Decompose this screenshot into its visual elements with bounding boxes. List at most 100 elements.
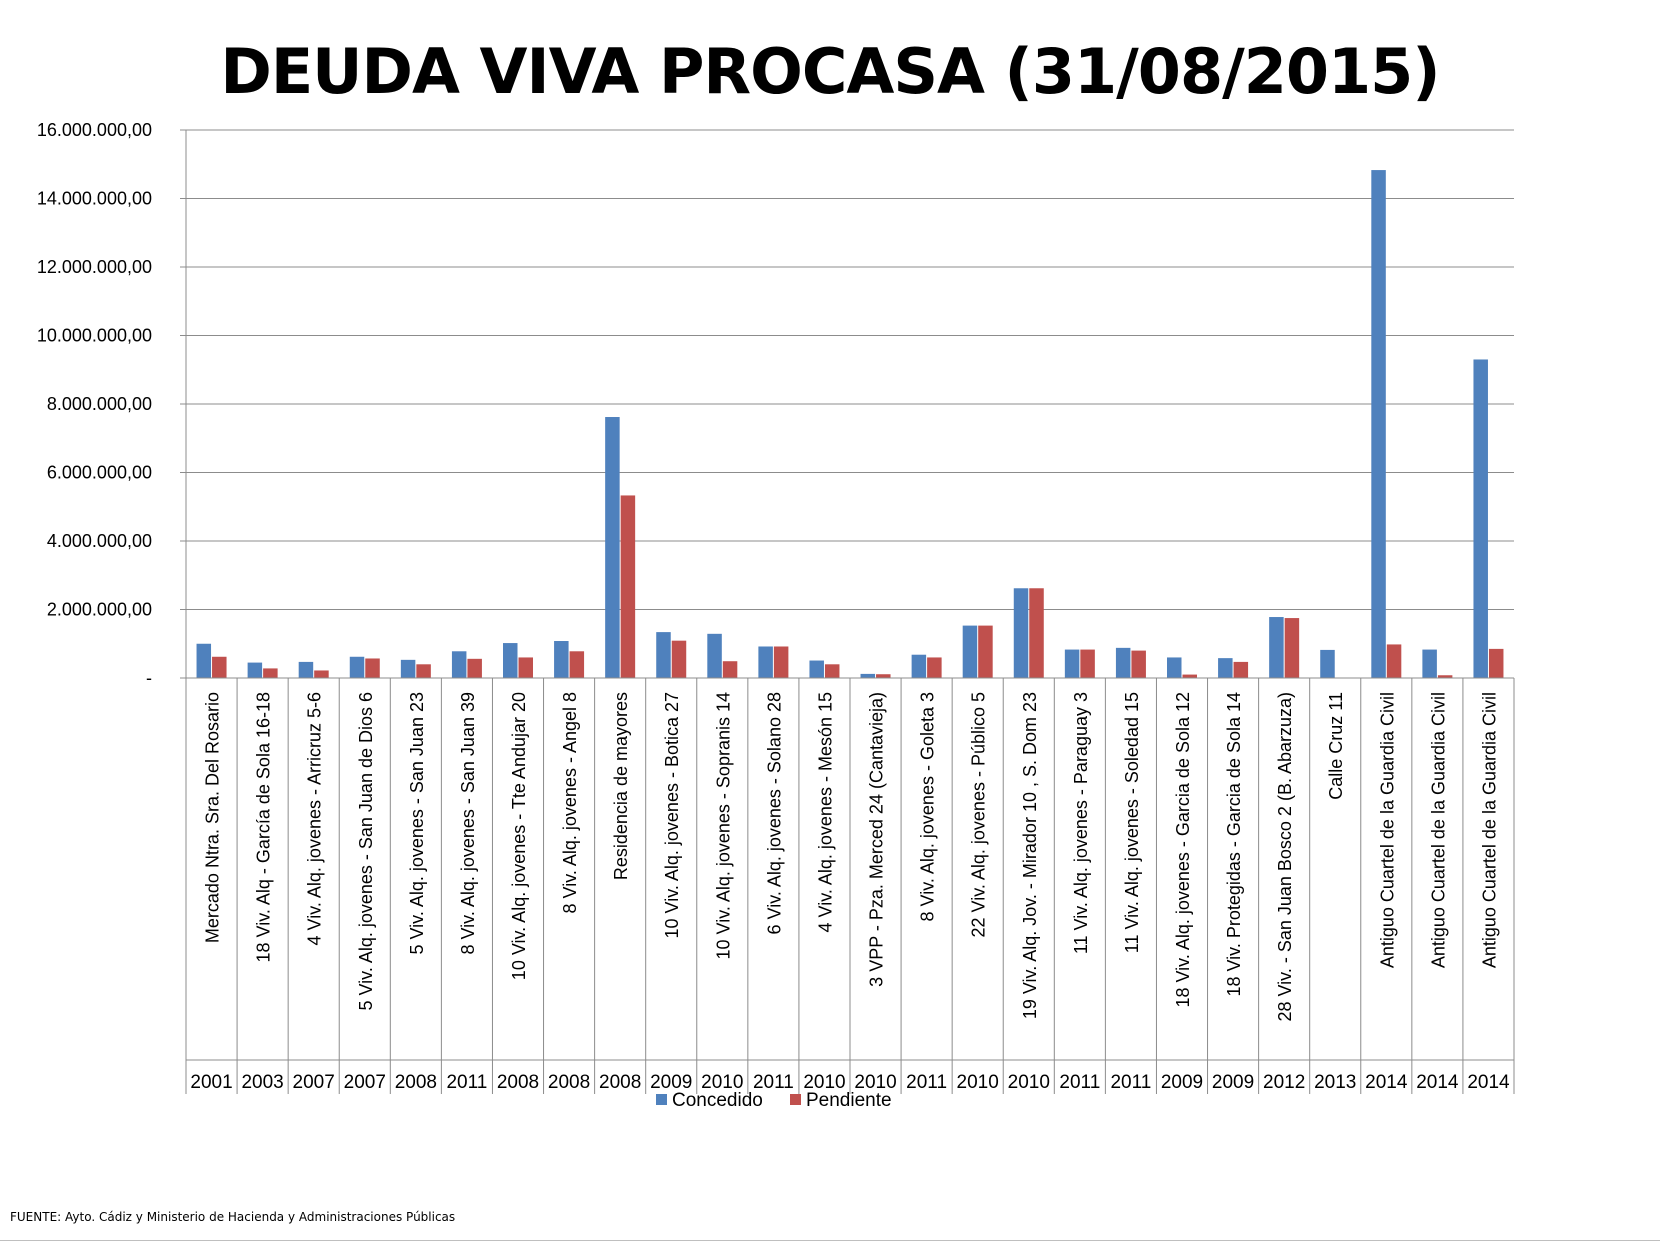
bar-concedido-23: [1371, 170, 1386, 678]
bar-pendiente-2: [314, 670, 329, 678]
bar-concedido-12: [809, 660, 824, 678]
year-label: 2009: [1212, 1072, 1254, 1093]
category-label: Antiguo Cuartel de la Guardia Civil: [1479, 692, 1499, 968]
category-label: Mercado Ntra. Sra. Del Rosario: [203, 692, 223, 943]
bar-pendiente-14: [927, 657, 942, 678]
year-label: 2010: [701, 1072, 743, 1093]
bar-pendiente-19: [1182, 674, 1197, 678]
bar-concedido-6: [503, 643, 518, 678]
bar-pendiente-6: [518, 657, 533, 678]
year-label: 2011: [753, 1072, 794, 1093]
category-label: Calle Cruz 11: [1326, 692, 1346, 800]
y-tick-label: 16.000.000,00: [37, 120, 152, 140]
year-label: 2010: [803, 1072, 845, 1093]
bar-chart: - 2.000.000,00 4.000.000,00 6.000.000,00 8.0…: [37, 120, 1515, 1111]
year-label: 2008: [599, 1072, 641, 1093]
bar-concedido-20: [1218, 658, 1233, 678]
gridlines: [180, 129, 1514, 679]
year-label: 2008: [395, 1072, 437, 1093]
bottom-divider: [0, 1240, 1660, 1241]
legend-label-concedido: Concedido: [672, 1090, 763, 1111]
category-label: 11 Viv. Alq. jovenes - Soledad 15: [1122, 692, 1142, 953]
year-label: 2009: [650, 1072, 692, 1093]
category-labels: Mercado Ntra. Sra. Del Rosario 18 Viv. Al…: [203, 692, 1500, 1022]
category-label: 18 Viv. Protegidas - Garcia de Sola 14: [1224, 692, 1244, 997]
bar-pendiente-3: [365, 658, 380, 678]
category-label: 4 Viv. Alq. jovenes - Arricruz 5-6: [305, 692, 325, 945]
category-label: 22 Viv. Alq. jovenes - Público 5: [969, 692, 989, 937]
bar-pendiente-9: [671, 640, 687, 678]
category-label: 10 Viv. Alq. jovenes - Botica 27: [662, 692, 682, 938]
bar-concedido-17: [1064, 649, 1080, 678]
year-label: 2010: [1008, 1072, 1050, 1093]
bar-pendiente-15: [978, 625, 993, 678]
bar-pendiente-16: [1029, 588, 1044, 678]
bar-pendiente-21: [1284, 618, 1300, 678]
year-label: 2009: [1161, 1072, 1203, 1093]
bar-concedido-8: [605, 417, 620, 678]
category-label: 6 Viv. Alq. jovenes - Solano 28: [764, 692, 784, 935]
year-label: 2010: [854, 1072, 896, 1093]
category-label: 28 Viv. - San Juan Bosco 2 (B. Abarzuza): [1275, 692, 1295, 1022]
bar-pendiente-24: [1437, 675, 1453, 678]
year-labels: 2001 2003 2007 2007 2008 2011 2008 2008 2008 2009…: [190, 1072, 1510, 1093]
bar-concedido-11: [758, 646, 773, 678]
y-tick-label: 8.000.000,00: [47, 394, 152, 414]
bar-pendiente-8: [620, 495, 636, 678]
bar-concedido-4: [400, 659, 416, 678]
category-label: Antiguo Cuartel de la Guardia Civil: [1428, 692, 1448, 968]
bar-pendiente-17: [1080, 649, 1095, 678]
y-axis-ticks: - 2.000.000,00 4.000.000,00 6.000.000,00 8.0…: [37, 120, 152, 688]
bar-concedido-2: [298, 661, 314, 678]
category-label: 8 Viv. Alq. jovenes - Goleta 3: [918, 692, 938, 921]
category-label: 19 Viv. Alq. Jov. - Mirador 10 , S. Dom …: [1020, 692, 1040, 1019]
bar-pendiente-23: [1386, 644, 1402, 678]
bar-pendiente-10: [722, 661, 738, 678]
bar-concedido-24: [1422, 649, 1437, 678]
bar-concedido-1: [247, 662, 263, 678]
bar-concedido-19: [1167, 657, 1182, 678]
year-label: 2011: [906, 1072, 947, 1093]
category-label: 5 Viv. Alq. jovenes - San Juan 23: [407, 692, 427, 955]
bar-concedido-15: [962, 625, 978, 678]
bar-concedido-5: [451, 651, 467, 678]
category-label: 5 Viv. Alq. jovenes - San Juan de Dios 6: [356, 692, 376, 1011]
legend-swatch-concedido: [656, 1094, 667, 1105]
y-tick-label: 4.000.000,00: [47, 531, 152, 551]
bar-pendiente-1: [263, 668, 278, 678]
y-tick-label: 2.000.000,00: [47, 600, 152, 620]
year-label: 2007: [344, 1072, 386, 1093]
category-label: Antiguo Cuartel de la Guardia Civil: [1377, 692, 1397, 968]
bars: [196, 170, 1504, 678]
bar-pendiente-20: [1233, 661, 1249, 678]
axes: [185, 130, 1515, 1094]
bar-pendiente-12: [824, 664, 840, 678]
year-label: 2007: [293, 1072, 335, 1093]
category-label: 18 Viv. Alq - García de Sola 16-18: [254, 692, 274, 963]
bar-pendiente-11: [773, 646, 789, 678]
bar-pendiente-18: [1131, 650, 1146, 678]
year-label: 2014: [1467, 1072, 1510, 1093]
legend-swatch-pendiente: [790, 1094, 801, 1105]
category-label: 10 Viv. Alq. jovenes - Sopranis 14: [713, 692, 733, 960]
year-label: 2008: [548, 1072, 590, 1093]
bar-concedido-22: [1320, 649, 1335, 678]
bar-pendiente-13: [876, 674, 891, 678]
y-tick-label: 10.000.000,00: [37, 326, 152, 346]
source-note: FUENTE: Ayto. Cádiz y Ministerio de Haci…: [10, 1210, 456, 1224]
year-label: 2011: [446, 1072, 487, 1093]
bar-concedido-18: [1115, 647, 1131, 678]
y-tick-label: -: [146, 668, 152, 688]
category-label: 18 Viv. Alq. jovenes - Garcia de Sola 12: [1173, 692, 1193, 1008]
bar-concedido-10: [707, 633, 722, 678]
bar-pendiente-5: [467, 658, 482, 678]
bar-concedido-14: [911, 654, 927, 678]
legend-label-pendiente: Pendiente: [806, 1090, 892, 1111]
year-label: 2013: [1314, 1072, 1356, 1093]
legend: Concedido Pendiente: [656, 1090, 892, 1111]
chart-title: DEUDA VIVA PROCASA (31/08/2015): [220, 35, 1440, 108]
year-label: 2008: [497, 1072, 539, 1093]
year-label: 2014: [1416, 1072, 1459, 1093]
year-label: 2001: [190, 1072, 232, 1093]
bar-concedido-7: [554, 641, 569, 678]
